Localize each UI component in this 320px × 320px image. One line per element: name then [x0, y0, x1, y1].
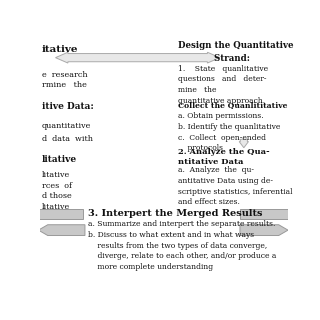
Bar [240, 209, 288, 219]
Bar [38, 209, 84, 219]
Text: d  data  with: d data with [42, 135, 92, 143]
Text: litative: litative [42, 156, 77, 164]
Text: itative: itative [42, 44, 78, 53]
Text: a.  Analyze  the  qu-
antitative Data using de-
scriptive statistics, inferentia: a. Analyze the qu- antitative Data using… [178, 166, 292, 206]
Text: Design the Quantitative
            Strand:: Design the Quantitative Strand: [178, 42, 293, 63]
Text: 2. Analyze the Qua-
ntitative Data: 2. Analyze the Qua- ntitative Data [178, 148, 269, 166]
Text: a. Summarize and interpert the separate results.: a. Summarize and interpert the separate … [88, 220, 276, 228]
Text: b. Discuss to what extent and in what ways
    results from the two types of dat: b. Discuss to what extent and in what wa… [88, 231, 276, 271]
Text: 3. Interpert the Merged Results: 3. Interpert the Merged Results [88, 209, 262, 218]
Text: litative
rces  of
d those
litative: litative rces of d those litative [42, 171, 72, 211]
Text: 1.    State   quanlitative
questions   and   deter-
mine   the
quantitative appr: 1. State quanlitative questions and dete… [178, 65, 268, 105]
Polygon shape [55, 52, 220, 63]
Polygon shape [239, 139, 248, 148]
Text: itive Data:: itive Data: [42, 101, 93, 110]
Text: quantitative: quantitative [42, 122, 91, 130]
Text: a. Obtain permissions.
b. Identify the quanlitative
c.  Collect  open-ended
    : a. Obtain permissions. b. Identify the q… [178, 112, 280, 152]
Polygon shape [38, 225, 85, 236]
Text: e  research
rmine   the: e research rmine the [42, 71, 87, 89]
Polygon shape [240, 225, 288, 236]
Text: Collect the Quanlititative: Collect the Quanlititative [178, 101, 287, 109]
